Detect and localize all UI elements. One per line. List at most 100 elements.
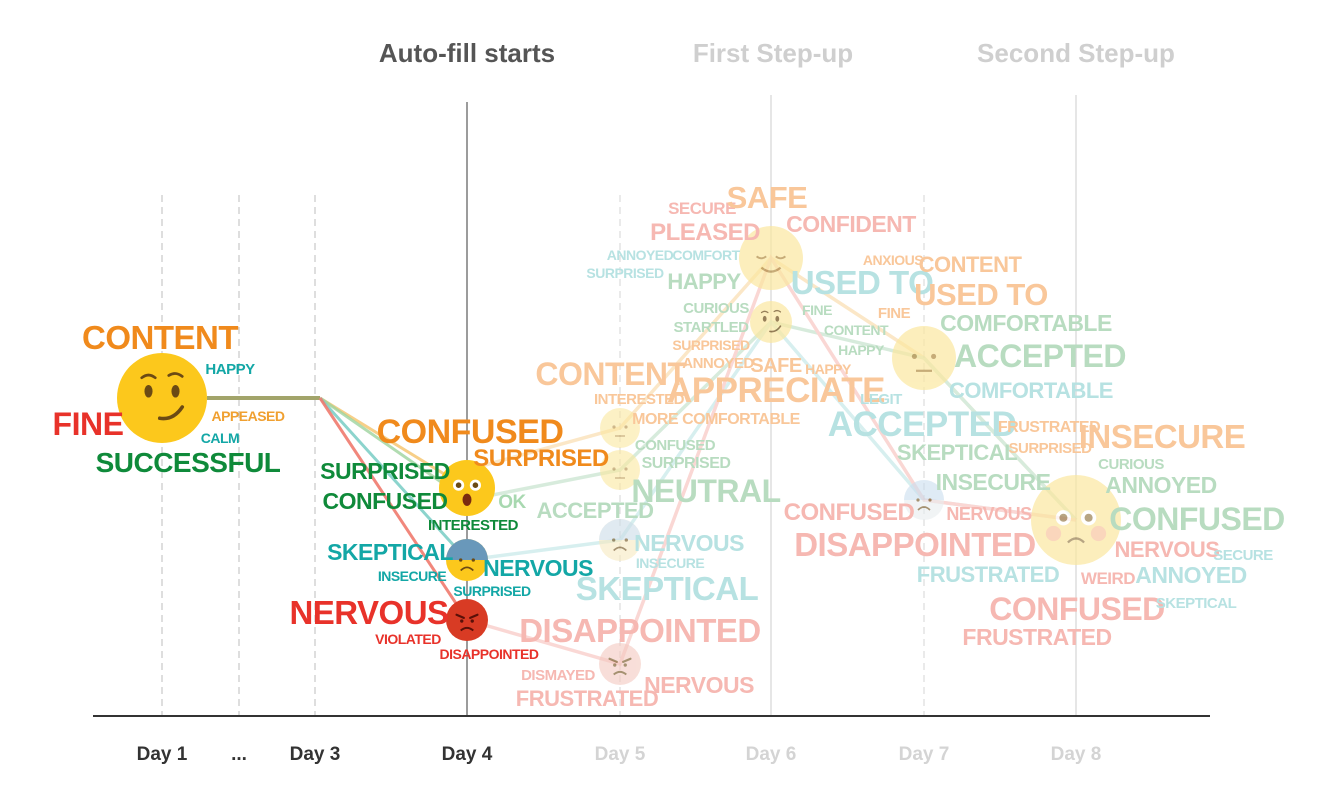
- emotion-word: NEUTRAL: [631, 473, 780, 509]
- emotion-word: NERVOUS: [1115, 537, 1220, 562]
- emotion-word: SECURE: [1213, 547, 1273, 564]
- emotion-word: SKEPTICAL: [327, 539, 453, 565]
- emotion-word: APPEASED: [211, 408, 284, 424]
- day-label-4: Day 4: [442, 744, 493, 765]
- emotion-word: SECURE: [668, 199, 736, 218]
- emotion-word: DISMAYED: [521, 667, 595, 684]
- emotion-word: INTERESTED: [594, 391, 685, 408]
- emotion-word: NERVOUS: [634, 530, 744, 556]
- emotion-word: SURPRISED: [642, 455, 731, 472]
- emotion-word: ANNOYED: [1135, 562, 1247, 588]
- faded-worried-emoji: [1031, 475, 1121, 565]
- emotion-word: NERVOUS: [946, 504, 1032, 524]
- emotion-word: LEGIT: [860, 391, 902, 408]
- faded-smirk-emoji: [750, 301, 792, 343]
- day-labels: Day 1 ... Day 3 Day 4 Day 5 Day 6 Day 7 …: [137, 744, 1102, 765]
- emotion-word: COMFORTABLE: [949, 378, 1113, 403]
- emotion-word: CALM: [201, 430, 239, 446]
- faded-anxious-emoji: [599, 519, 641, 561]
- emotion-word: SAFE: [727, 180, 808, 215]
- emotion-word: SURPRISED: [1008, 440, 1092, 457]
- emotion-word: INTERESTED: [428, 517, 519, 534]
- anxious-emoji-icon: [446, 539, 488, 581]
- emotion-word: SURPRISED: [453, 583, 531, 599]
- emotion-word: SURPRISED: [320, 458, 450, 484]
- smirk-emoji-icon: [117, 353, 207, 443]
- emotion-word: CURIOUS: [683, 300, 749, 317]
- emotion-word: FRUSTRATED: [917, 562, 1059, 587]
- phase-second-stepup-label: Second Step-up: [977, 38, 1175, 68]
- emotion-word: CONFUSED: [784, 499, 915, 526]
- emotion-word: FINE: [53, 406, 124, 442]
- emotion-word: ACCEPTED: [536, 498, 653, 523]
- emotion-word: CONFIDENT: [786, 211, 916, 237]
- faded-anxious-emoji-2: [904, 480, 944, 520]
- emotion-word: CONFUSED: [989, 591, 1165, 627]
- shocked-emoji-icon: [439, 460, 495, 516]
- emotion-word: ANNOYED: [607, 247, 674, 263]
- faded-neutral-emoji-3: [892, 326, 956, 390]
- phase-labels: Auto-fill starts First Step-up Second St…: [379, 38, 1175, 68]
- emotion-word: FRUSTRATED: [516, 686, 658, 711]
- emotion-word: FRUSTRATED: [962, 624, 1111, 650]
- emotion-word: USED TO: [914, 277, 1048, 312]
- emotion-word: WEIRD: [1081, 569, 1135, 588]
- emotion-word: NERVOUS: [483, 555, 593, 581]
- emotion-word: DISAPPOINTED: [519, 612, 761, 649]
- day-label-1: Day 1: [137, 744, 188, 765]
- emotion-word: PLEASED: [650, 219, 760, 246]
- emotion-word: NERVOUS: [644, 672, 754, 698]
- day-gridlines: [161, 95, 1077, 716]
- day-label-5: Day 5: [595, 744, 646, 765]
- emotion-word: CONFUSED: [377, 413, 564, 451]
- emotion-word: HAPPY: [205, 361, 255, 378]
- emotion-word: INSECURE: [636, 555, 705, 571]
- emotion-word: ACCEPTED: [828, 405, 1017, 444]
- emotion-word: SURPRISED: [672, 337, 750, 353]
- day-label-3: Day 3: [290, 744, 341, 765]
- emotion-word: CONTENT: [919, 252, 1023, 277]
- emotion-word: ANNOYED: [1105, 472, 1217, 498]
- faded-relieved-emoji: [739, 226, 803, 290]
- emoji-layer: [117, 226, 1121, 685]
- emotion-word: HAPPY: [667, 269, 741, 294]
- emotion-word: MORE COMFORTABLE: [632, 411, 801, 428]
- line-to-skeptical: [318, 396, 469, 562]
- emotion-word: VIOLATED: [375, 631, 441, 647]
- emotion-word: SURPRISED: [473, 445, 609, 472]
- emotion-word: SKEPTICAL: [1156, 595, 1237, 612]
- emotion-word: ANXIOUS: [863, 252, 923, 268]
- emotion-word: SKEPTICAL: [576, 570, 759, 607]
- emotion-word: CURIOUS: [1098, 456, 1164, 473]
- day-label-7: Day 7: [899, 744, 950, 765]
- emotion-word: CONTENT: [824, 322, 889, 338]
- emotion-word: FINE: [878, 305, 911, 322]
- emotion-word: ACCEPTED: [954, 338, 1126, 374]
- emotion-word: CONFUSED: [322, 488, 447, 514]
- faded-neutral-emoji-1: [600, 408, 640, 448]
- phase-autofill-label: Auto-fill starts: [379, 38, 555, 68]
- emotion-word: INSECURE: [1079, 418, 1246, 455]
- emotion-word: DISAPPOINTED: [794, 526, 1036, 563]
- emotion-word: INSECURE: [936, 469, 1051, 495]
- emotion-word: SURPRISED: [586, 265, 664, 281]
- emotion-word: HAPPY: [838, 342, 885, 358]
- emotion-word: COMFORT: [672, 247, 740, 263]
- day-label-ellipsis: ...: [231, 744, 247, 765]
- emotion-word: CONFUSED: [1109, 501, 1285, 537]
- day-label-6: Day 6: [746, 744, 797, 765]
- line-to-confused: [319, 396, 468, 490]
- emotion-word: STARTLED: [674, 319, 750, 336]
- emotion-word: OK: [498, 492, 526, 513]
- day-label-8: Day 8: [1051, 744, 1102, 765]
- emotion-word: APPRECIATE: [667, 371, 885, 410]
- emotion-word: CONTENT: [535, 356, 687, 392]
- emotion-word: DISAPPOINTED: [439, 646, 538, 662]
- faded-angry-emoji: [599, 643, 641, 685]
- emotion-word: NERVOUS: [289, 594, 448, 631]
- line-to-nervous: [318, 397, 469, 621]
- emotion-word: ANNOYED: [682, 355, 754, 372]
- angry-emoji-icon: [446, 599, 488, 641]
